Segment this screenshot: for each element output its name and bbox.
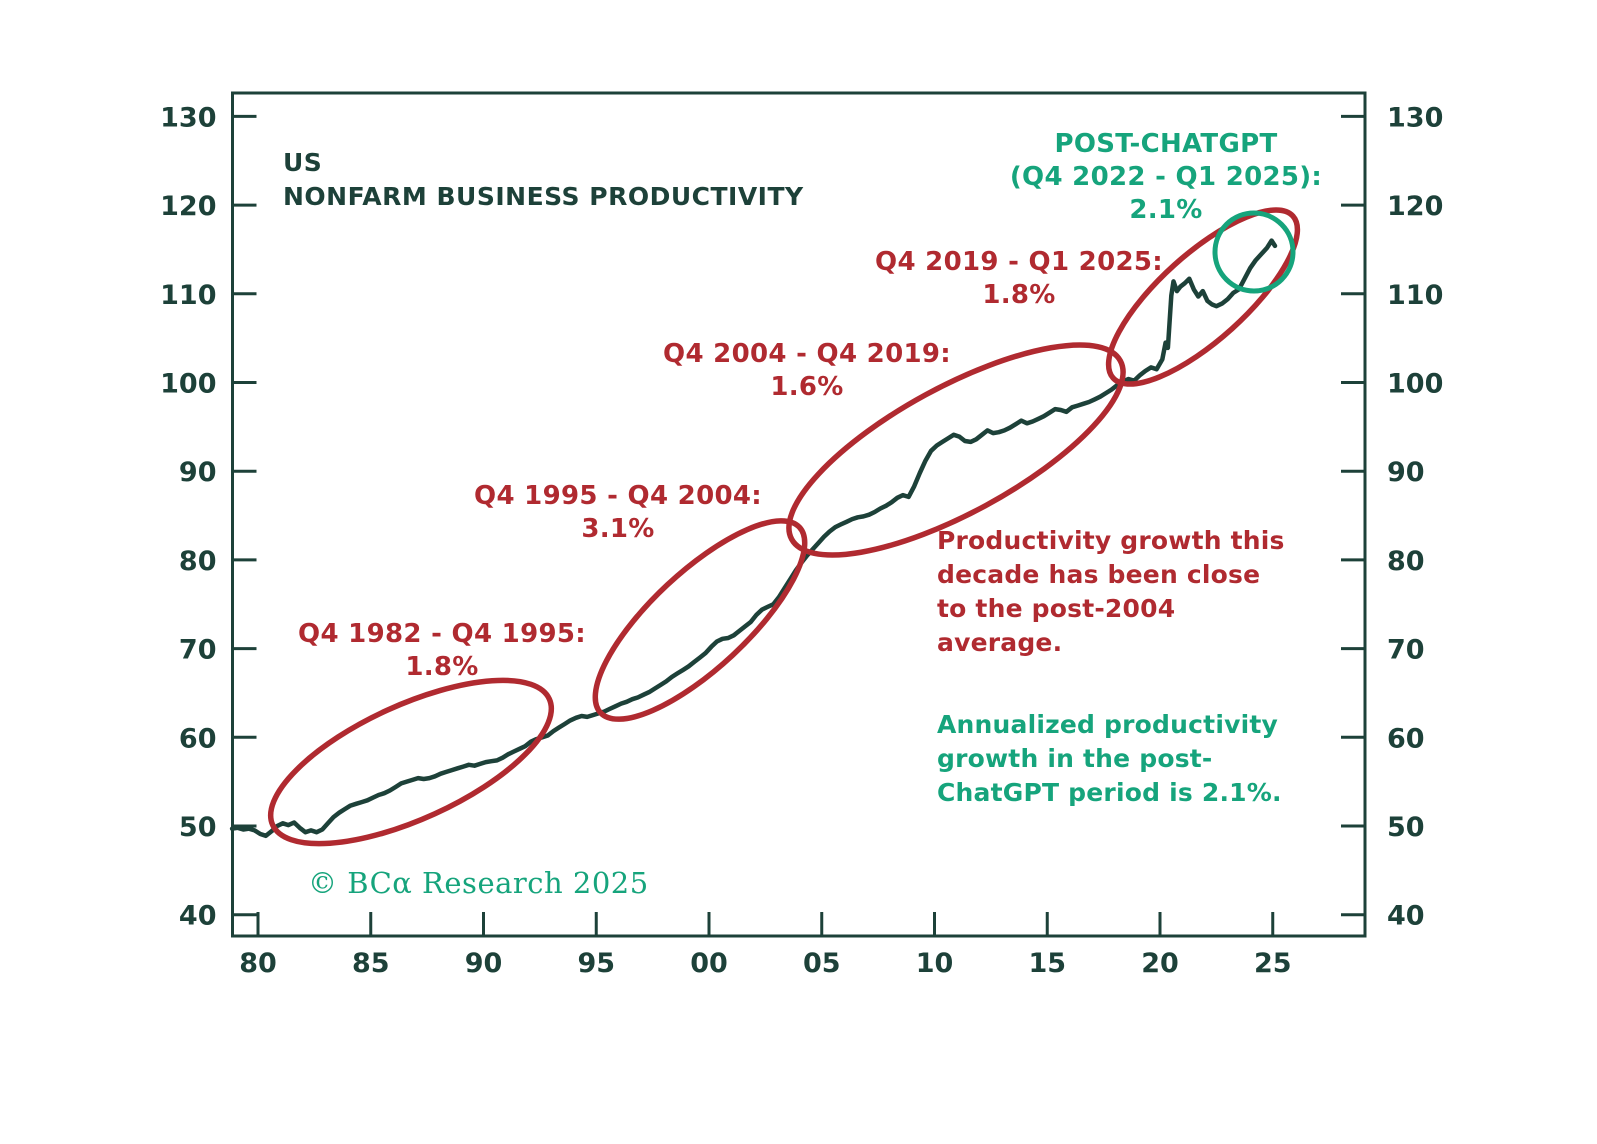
- plot-border: [231, 91, 1367, 938]
- y-axis-label-left: 60: [179, 723, 217, 754]
- x-axis-label: 25: [1254, 948, 1292, 979]
- copyright-notice: © BCα Research 2025: [308, 866, 649, 900]
- period-circle-post-chatgpt: [1212, 210, 1296, 294]
- y-axis-label-right: 120: [1387, 191, 1443, 222]
- y-axis-label-left: 120: [160, 191, 216, 222]
- y-axis-label-left: 80: [179, 546, 217, 577]
- note-line: to the post-2004: [937, 594, 1176, 623]
- y-axis-label-right: 90: [1387, 457, 1425, 488]
- annotation-rate: 1.8%: [405, 652, 479, 682]
- period-ellipse-q4-2004-2019: [786, 342, 1126, 558]
- y-axis-label-right: 40: [1387, 901, 1425, 932]
- annotation-period: Q4 2004 - Q4 2019:: [663, 339, 951, 369]
- note-post-chatgpt-growth: Annualized productivity growth in the po…: [937, 708, 1282, 810]
- y-axis-label-left: 130: [160, 102, 216, 133]
- y-axis-label-left: 110: [160, 280, 216, 311]
- annotation-shapes: [267, 207, 1301, 847]
- period-ellipse-q4-2019-2025: [1105, 207, 1301, 387]
- y-axis-label-right: 80: [1387, 546, 1425, 577]
- annotation-period: Q4 1982 - Q4 1995:: [298, 619, 586, 649]
- y-axis-label-left: 90: [179, 457, 217, 488]
- y-axis-label-left: 70: [179, 635, 217, 666]
- chart-title-line1: US: [283, 148, 323, 177]
- axes: 40 40 50 50 60 60 70 70 80 80 90 90 100 100 110 110 120 1…: [160, 91, 1443, 979]
- y-axis-label-right: 70: [1387, 635, 1425, 666]
- y-axis-label-right: 50: [1387, 812, 1425, 843]
- x-axis-label: 90: [465, 948, 503, 979]
- note-line: decade has been close: [937, 560, 1261, 589]
- y-axis-label-right: 130: [1387, 102, 1443, 133]
- annotation-post-chatgpt-period2: (Q4 2022 - Q1 2025):: [1009, 162, 1323, 192]
- x-axis-label: 85: [352, 948, 390, 979]
- x-axis-label: 10: [916, 948, 954, 979]
- annotation-rate: 1.8%: [982, 280, 1056, 310]
- y-axis-label-left: 40: [179, 901, 217, 932]
- annotation-rate: 3.1%: [581, 514, 655, 544]
- x-axis-label: 15: [1028, 948, 1066, 979]
- x-axis-label: 95: [577, 948, 615, 979]
- annotation-period: Q4 2019 - Q1 2025:: [875, 247, 1163, 277]
- period-ellipse-q4-1995-2004: [592, 518, 808, 722]
- y-axis-label-right: 60: [1387, 723, 1425, 754]
- annotation-q4-1982-1995: Q4 1982 - Q4 1995: 1.8%: [298, 618, 586, 684]
- x-axis-label: 05: [803, 948, 841, 979]
- note-line: average.: [937, 628, 1063, 657]
- x-axis-label: 20: [1141, 948, 1179, 979]
- y-axis-label-left: 100: [160, 369, 216, 400]
- annotation-period: Q4 1995 - Q4 2004:: [474, 481, 762, 511]
- y-axis-label-left: 50: [179, 812, 217, 843]
- annotation-rate: 1.6%: [770, 372, 844, 402]
- annotation-q4-1995-2004: Q4 1995 - Q4 2004: 3.1%: [474, 480, 762, 546]
- y-axis-label-right: 100: [1387, 369, 1443, 400]
- annotation-q4-2019-2025: Q4 2019 - Q1 2025: 1.8%: [875, 246, 1163, 312]
- note-line: Annualized productivity: [937, 710, 1279, 739]
- y-axis-label-right: 110: [1387, 280, 1443, 311]
- annotation-post-chatgpt: POST-CHATGPT (Q4 2022 - Q1 2025): 2.1%: [1010, 128, 1322, 227]
- chart-title: US NONFARM BUSINESS PRODUCTIVITY: [283, 146, 804, 214]
- note-line: ChatGPT period is 2.1%.: [937, 778, 1282, 807]
- note-line: growth in the post-: [937, 744, 1213, 773]
- annotation-q4-2004-2019: Q4 2004 - Q4 2019: 1.6%: [663, 338, 951, 404]
- annotation-post-chatgpt-period: POST-CHATGPT: [1054, 129, 1278, 159]
- x-axis-label: 00: [690, 948, 728, 979]
- chart-title-line2: NONFARM BUSINESS PRODUCTIVITY: [283, 182, 804, 211]
- period-ellipse-q4-1982-1995: [267, 677, 555, 847]
- note-line: Productivity growth this: [937, 526, 1285, 555]
- annotation-post-chatgpt-rate: 2.1%: [1129, 195, 1203, 225]
- x-axis-label: 80: [239, 948, 277, 979]
- note-productivity-decade: Productivity growth this decade has been…: [937, 524, 1285, 660]
